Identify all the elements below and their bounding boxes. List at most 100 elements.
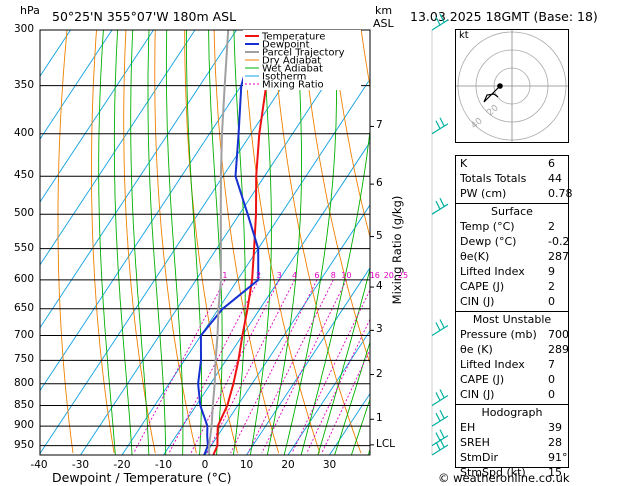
height-tick-label: 3 xyxy=(376,323,383,336)
table-section-title: Hodograph xyxy=(481,406,543,419)
index-label: Dewp (°C) xyxy=(460,235,517,248)
dry-adiabat-line xyxy=(213,30,280,454)
index-value: 7 xyxy=(548,358,555,371)
temperature-profile xyxy=(212,30,271,455)
pressure-tick-label: 950 xyxy=(13,438,34,451)
mixing-ratio-label: 3 xyxy=(277,271,282,280)
index-label: θe(K) xyxy=(460,250,490,263)
dry-adiabat-line xyxy=(154,30,197,454)
dry-adiabat-line xyxy=(91,30,115,454)
index-row: Dewp (°C) -0.2 xyxy=(456,235,570,250)
isotherm-line xyxy=(204,204,370,455)
index-value: 0 xyxy=(548,373,555,386)
index-label: K xyxy=(460,157,468,170)
index-label: θe (K) xyxy=(460,343,493,356)
index-value: 0.78 xyxy=(548,187,573,200)
mixing-ratio-line xyxy=(133,279,226,454)
dry-adiabat-line xyxy=(567,30,629,453)
mixing-ratio-label: 4 xyxy=(292,271,297,280)
mixing-ratio-line xyxy=(190,279,280,454)
wet-adiabat-line xyxy=(208,30,223,455)
hpa-unit-label: hPa xyxy=(20,4,40,17)
dry-adiabat-line xyxy=(331,30,370,240)
mixing-ratio-label: 25 xyxy=(398,271,408,280)
profiles xyxy=(197,30,271,455)
wind-barb xyxy=(431,429,449,447)
index-value: 44 xyxy=(548,172,562,185)
wet-adiabat-line xyxy=(147,30,167,455)
index-label: StmSpd (kt) xyxy=(460,466,526,479)
pressure-tick-label: 700 xyxy=(13,328,34,341)
isotherm-line xyxy=(40,30,320,455)
index-row: CAPE (J) 0 xyxy=(456,373,568,388)
index-row: StmDir 91° xyxy=(456,451,568,466)
index-row: CAPE (J) 2 xyxy=(456,280,568,295)
height-tick-label: 4 xyxy=(376,280,383,293)
index-row: Pressure (mb) 700 xyxy=(456,328,569,343)
wet-adiabat-line xyxy=(130,30,150,455)
temperature-tick-label: -20 xyxy=(113,459,131,471)
index-value: -0.2 xyxy=(548,235,570,248)
index-row: θe(K) 287 xyxy=(456,250,569,265)
pressure-tick-label: 600 xyxy=(13,272,34,285)
pressure-tick-label: 400 xyxy=(13,126,34,139)
legend-label: Dry Adiabat xyxy=(262,56,321,67)
index-row: Temp (°C) 2 xyxy=(456,220,568,235)
index-value: 700 xyxy=(548,328,569,341)
copyright: © weatheronline.co.uk xyxy=(438,471,570,485)
legend-label: Parcel Trajectory xyxy=(262,48,345,59)
index-row: Lifted Index 7 xyxy=(456,358,568,373)
index-value: 0 xyxy=(548,388,555,401)
wind-barb xyxy=(431,197,449,215)
mixing-ratio-line xyxy=(230,279,318,454)
table-section-title: Surface xyxy=(491,205,533,218)
hodograph-trace xyxy=(483,85,501,103)
height-tick-label: 2 xyxy=(376,367,383,380)
wet-adiabat-line xyxy=(113,30,133,455)
mixing-ratio-label: 20 xyxy=(384,271,394,280)
legend-label: Mixing Ratio xyxy=(262,80,324,91)
mixing-ratio-line xyxy=(206,279,295,454)
index-value: 2 xyxy=(548,220,555,233)
pressure-tick-label: 450 xyxy=(13,169,34,182)
height-tick-label: 1 xyxy=(376,412,383,425)
hodograph-ring-label: 40 xyxy=(470,116,485,131)
wet-adiabat-line xyxy=(98,30,116,455)
index-label: Pressure (mb) xyxy=(460,328,537,341)
wet-adiabat-line xyxy=(334,340,370,455)
mixing-ratio-line xyxy=(247,279,334,454)
hodograph-unit-label: kt xyxy=(459,30,469,41)
index-row: SREH 28 xyxy=(456,436,568,451)
legend-label: Isotherm xyxy=(262,72,306,83)
index-row: PW (cm) 0.78 xyxy=(456,187,573,202)
index-value: 15 xyxy=(548,466,562,479)
height-tick-label: 5 xyxy=(376,229,383,242)
mixing-ratio-label: 2 xyxy=(256,271,261,280)
pressure-tick-label: 750 xyxy=(13,353,34,366)
index-row: EH 39 xyxy=(456,421,568,436)
pressure-tick-label: 500 xyxy=(13,207,34,220)
pressure-tick-label: 900 xyxy=(13,419,34,432)
mixing-ratio-line xyxy=(321,348,370,454)
index-row: CIN (J) 0 xyxy=(456,295,568,310)
wet-adiabat-line xyxy=(350,397,370,455)
index-value: 39 xyxy=(548,421,562,434)
index-value: 287 xyxy=(548,250,569,263)
wet-adiabat-line xyxy=(317,267,370,455)
wind-barb xyxy=(431,319,449,337)
mixing-ratio-line xyxy=(168,279,259,454)
parcel-trajectory-profile xyxy=(208,30,230,455)
pressure-tick-label: 800 xyxy=(13,376,34,389)
index-label: CIN (J) xyxy=(460,388,495,401)
isobars xyxy=(40,29,374,447)
indices-table: K 6 Totals Totals 44 PW (cm) 0.78 Surface Temp … xyxy=(455,155,573,479)
index-row: θe (K) 289 xyxy=(456,343,569,358)
index-label: EH xyxy=(460,421,476,434)
temperature-tick-label: 30 xyxy=(322,459,337,471)
index-label: Totals Totals xyxy=(460,172,527,185)
isotherm-line xyxy=(121,78,370,455)
